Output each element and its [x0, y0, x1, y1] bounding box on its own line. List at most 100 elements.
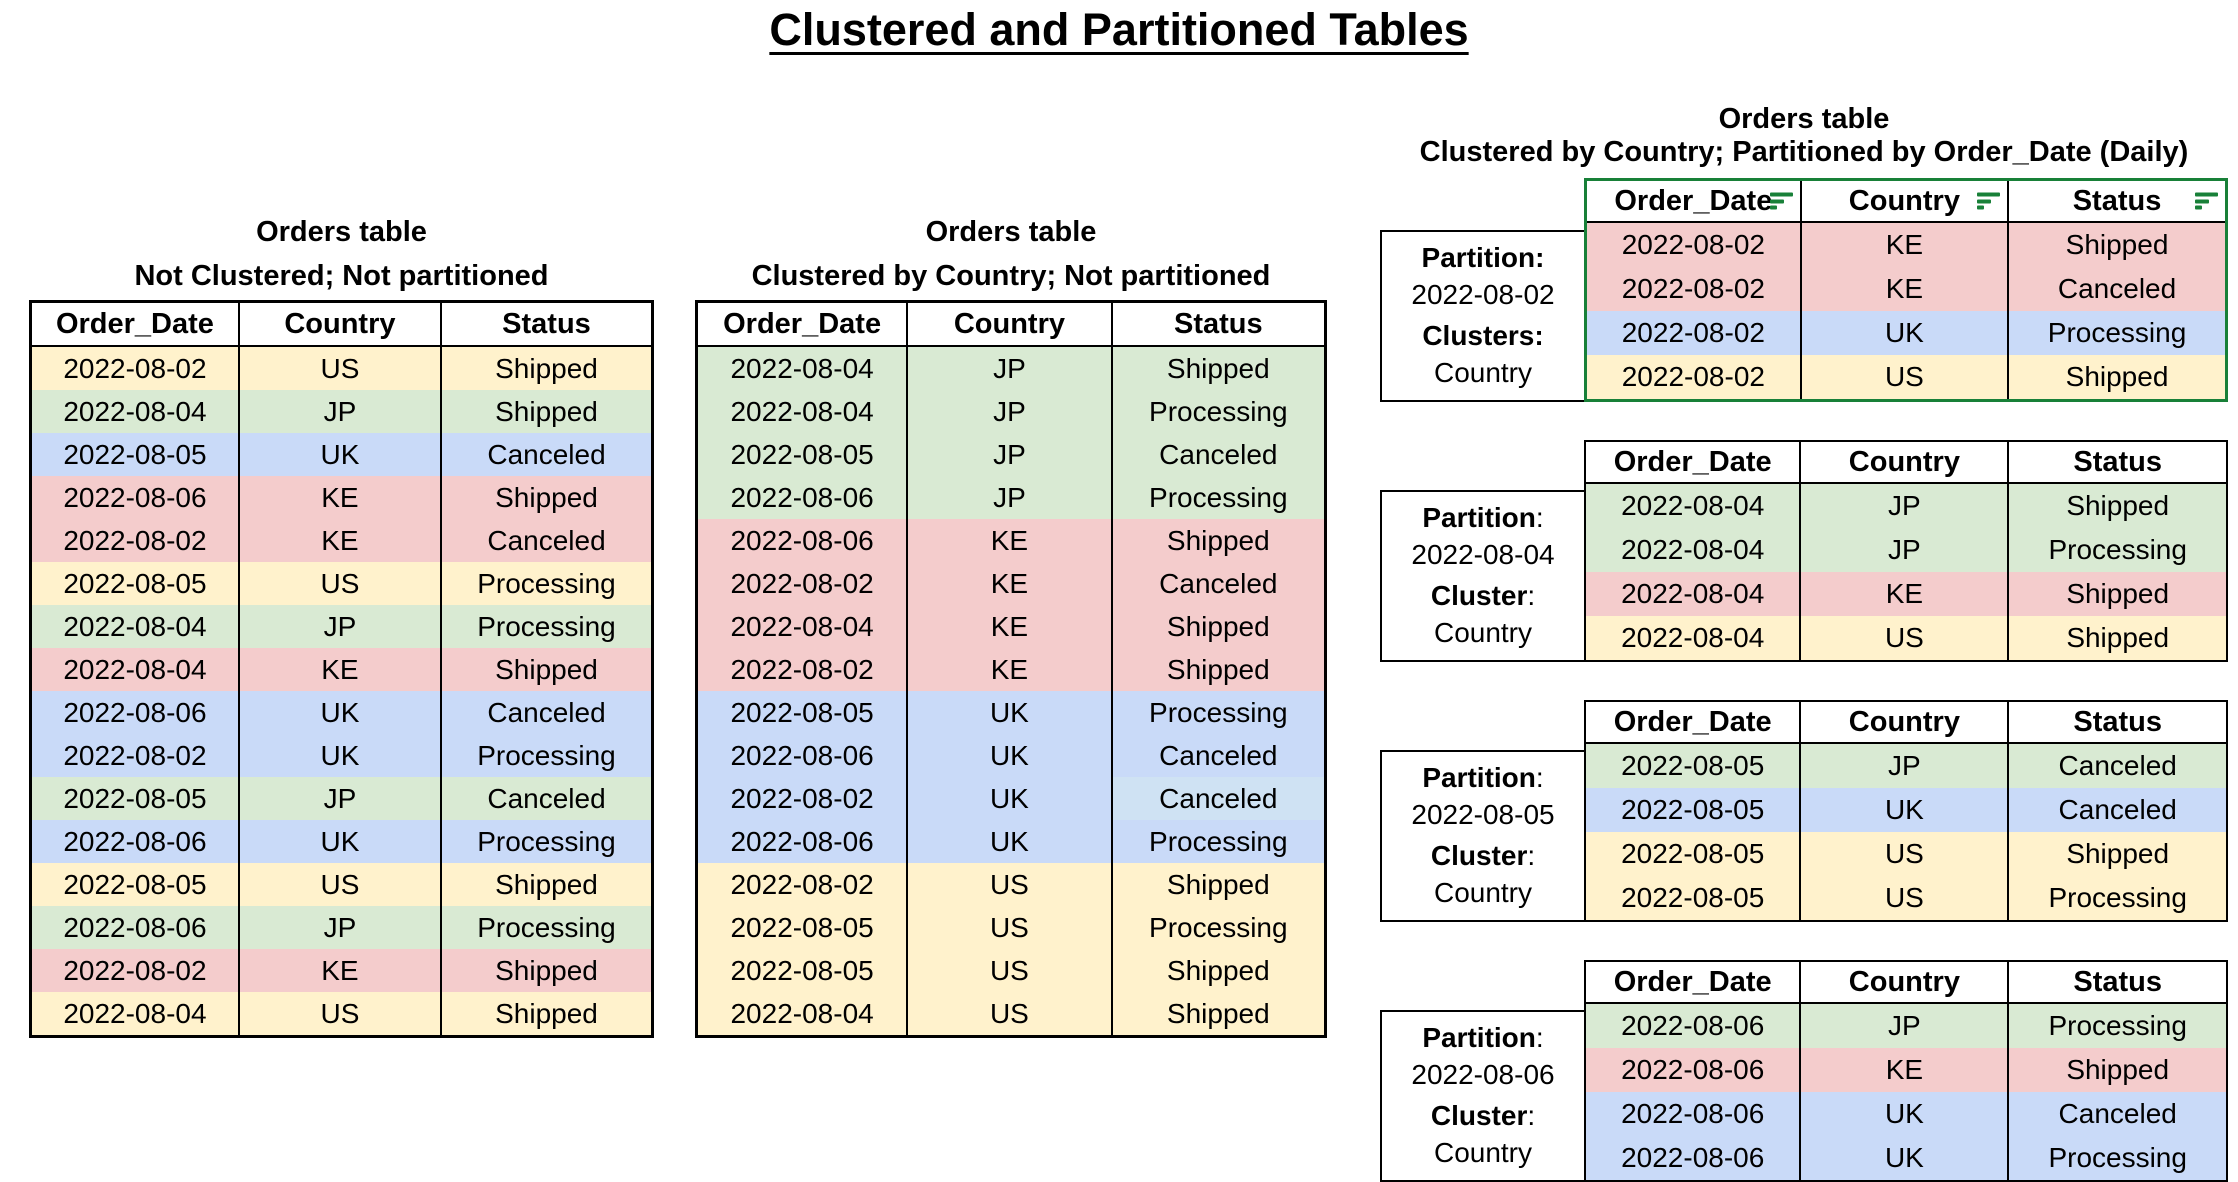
header-row: Order_Date Country Status [1586, 962, 2226, 1004]
cell-order-date: 2022-08-04 [1586, 528, 1802, 572]
cluster-value: Country [1433, 357, 1533, 388]
cell-order-date: 2022-08-06 [695, 476, 909, 519]
header-row: Order_Date Country Status [695, 301, 1327, 347]
partition-table-2022-08-06: Order_Date Country Status 2022-08-06 JP Pr… [1586, 962, 2226, 1180]
cell-status: Processing [2008, 1003, 2226, 1048]
column-header-order-date: Order_Date [1586, 962, 1802, 1004]
cell-country: US [906, 992, 1113, 1037]
partition-value: 2022-08-04 [1411, 539, 1555, 570]
cell-status: Canceled [1110, 734, 1327, 777]
cell-country: US [237, 992, 443, 1037]
cell-country: KE [906, 648, 1113, 691]
filter-icon[interactable] [2195, 192, 2218, 210]
table-row: 2022-08-02 KE Canceled [1587, 267, 2225, 311]
cluster-value: Country [1433, 1137, 1533, 1168]
table-row: 2022-08-02 UK Processing [29, 734, 654, 777]
cell-order-date: 2022-08-05 [1586, 743, 1802, 788]
cell-status: Shipped [440, 346, 654, 390]
cell-status: Processing [2008, 528, 2226, 572]
table-frame: Order_Date Country Status 2022-08-06 JP Pr… [1584, 960, 2228, 1182]
table-row: 2022-08-02 KE Canceled [695, 562, 1327, 605]
column-header-order-date: Order_Date [1586, 442, 1802, 484]
table-row: 2022-08-02 KE Shipped [1587, 222, 2225, 267]
section-title: Orders table [1718, 103, 1890, 135]
table-row: 2022-08-05 US Processing [1586, 876, 2226, 920]
table-row: 2022-08-02 KE Shipped [29, 949, 654, 992]
cell-order-date: 2022-08-02 [695, 777, 909, 820]
table-row: 2022-08-05 JP Canceled [29, 777, 654, 820]
cell-status: Canceled [440, 777, 654, 820]
cluster-label: Cluster: Country [1382, 1097, 1584, 1171]
cell-country: KE [237, 476, 443, 519]
section-subtitle: Not Clustered; Not partitioned [134, 260, 549, 292]
table-row: 2022-08-06 UK Canceled [695, 734, 1327, 777]
cell-order-date: 2022-08-02 [29, 949, 240, 992]
cell-order-date: 2022-08-04 [1586, 572, 1802, 616]
table-row: 2022-08-05 JP Canceled [695, 433, 1327, 476]
table-row: 2022-08-02 US Shipped [1587, 355, 2225, 399]
cell-status: Shipped [440, 949, 654, 992]
cell-country: UK [237, 433, 443, 476]
filter-icon[interactable] [1977, 192, 2001, 210]
cell-status: Shipped [440, 390, 654, 433]
page-title: Clustered and Partitioned Tables [769, 4, 1469, 55]
table-row: 2022-08-05 US Processing [695, 906, 1327, 949]
cell-order-date: 2022-08-05 [1586, 876, 1802, 920]
cell-order-date: 2022-08-05 [695, 433, 909, 476]
cell-status: Shipped [2008, 222, 2225, 267]
cell-country: JP [237, 777, 443, 820]
table-row: 2022-08-02 US Shipped [29, 346, 654, 390]
cell-order-date: 2022-08-04 [29, 992, 240, 1037]
cell-country: KE [1800, 1048, 2010, 1092]
cell-country: KE [1800, 572, 2010, 616]
header-row: Order_Date Country Status [1586, 442, 2226, 484]
cell-order-date: 2022-08-04 [29, 648, 240, 691]
cell-order-date: 2022-08-05 [29, 433, 240, 476]
section-not-clustered: Orders table Not Clustered; Not partitio… [29, 212, 654, 1038]
partition-label-box: Partition: 2022-08-02 Clusters: Country [1380, 230, 1584, 402]
partition-table-2022-08-02: Order_Date Country Status 2022-08-02 KE Sh… [1587, 181, 2225, 399]
cell-status: Processing [440, 605, 654, 648]
cell-order-date: 2022-08-02 [1587, 355, 1802, 399]
partition-label-box: Partition: 2022-08-04 Cluster: Country [1380, 490, 1584, 662]
filter-icon[interactable] [1769, 192, 1793, 210]
cell-status: Processing [2008, 311, 2225, 355]
cell-order-date: 2022-08-02 [29, 346, 240, 390]
table-frame: Order_Date Country Status 2022-08-05 JP Ca… [1584, 700, 2228, 922]
cluster-value: Country [1433, 877, 1533, 908]
cell-order-date: 2022-08-04 [695, 992, 909, 1037]
cell-country: UK [906, 691, 1113, 734]
cell-country: JP [906, 433, 1113, 476]
partition-value: 2022-08-06 [1411, 1059, 1555, 1090]
column-header-order-date: Order_Date [1586, 702, 1802, 744]
cell-status: Processing [2008, 1136, 2226, 1180]
table-row: 2022-08-06 JP Processing [695, 476, 1327, 519]
cell-country: JP [237, 390, 443, 433]
column-header-country: Country [1800, 442, 2010, 484]
cell-status: Processing [1110, 691, 1327, 734]
cell-country: JP [1800, 1003, 2010, 1048]
table-row: 2022-08-05 US Processing [29, 562, 654, 605]
column-header-country: Country [906, 301, 1113, 347]
cell-status: Shipped [440, 992, 654, 1037]
table-row: 2022-08-04 KE Shipped [1586, 572, 2226, 616]
cell-status: Canceled [440, 433, 654, 476]
cell-country: US [1800, 832, 2010, 876]
cell-country: US [906, 863, 1113, 906]
cell-country: UK [237, 820, 443, 863]
cell-country: KE [1800, 222, 2010, 267]
cell-order-date: 2022-08-04 [1586, 483, 1802, 528]
cell-order-date: 2022-08-02 [1587, 222, 1802, 267]
column-header-order-date: Order_Date [695, 301, 909, 347]
cell-status: Processing [2008, 876, 2226, 920]
table-row: 2022-08-05 US Shipped [1586, 832, 2226, 876]
table-row: 2022-08-04 JP Shipped [29, 390, 654, 433]
cell-status: Shipped [440, 863, 654, 906]
cell-order-date: 2022-08-06 [29, 476, 240, 519]
cell-status: Shipped [1110, 605, 1327, 648]
cell-status: Shipped [2008, 355, 2225, 399]
cell-country: UK [1800, 1136, 2010, 1180]
section-title: Orders table [256, 216, 427, 248]
cell-order-date: 2022-08-06 [1586, 1092, 1802, 1136]
column-header-status: Status [2008, 702, 2226, 744]
